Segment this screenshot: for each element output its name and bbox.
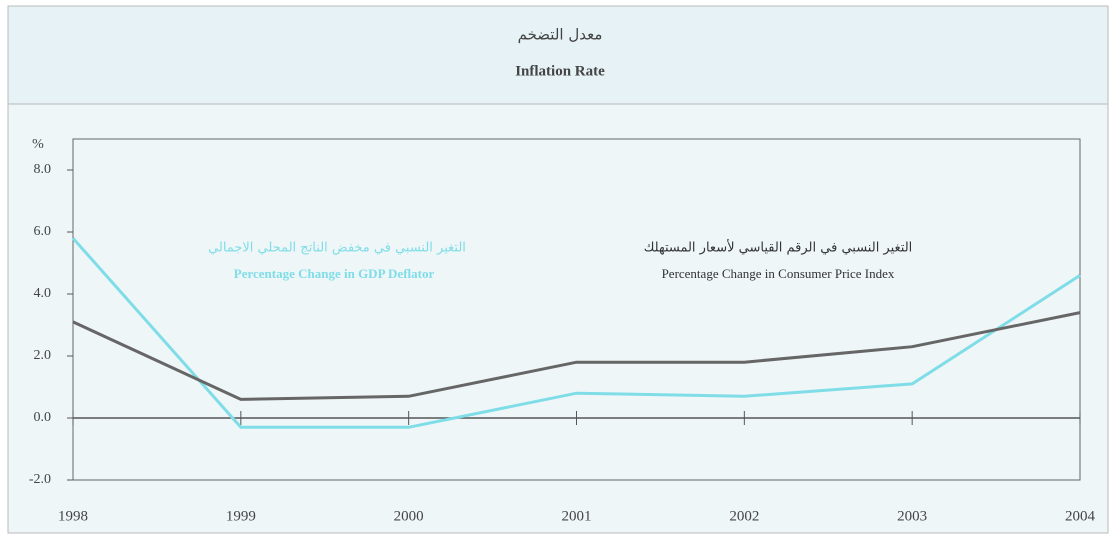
x-tick-label: 2003 [897,508,927,524]
y-tick-label: -2.0 [29,472,51,487]
chart-title-ar: معدل التضخم [518,26,603,44]
series-label: Percentage Change in Consumer Price Inde… [662,266,895,281]
x-tick-label: 1998 [58,508,88,524]
x-tick-label: 2000 [394,508,424,524]
series-label-ar: التغير النسبي في مخفض الناتج المحلي الاج… [208,241,466,256]
x-tick-label: 1999 [226,508,256,524]
series-label-ar: التغير النسبي في الرقم القياسي لأسعار ال… [644,239,913,256]
x-tick-label: 2001 [562,508,592,524]
y-tick-label: 6.0 [34,224,52,239]
series-label: Percentage Change in GDP Deflator [234,266,435,281]
y-tick-label: 8.0 [34,162,52,177]
y-tick-label: 4.0 [34,286,52,301]
y-tick-label: 2.0 [34,348,52,363]
chart-title: Inflation Rate [515,63,605,79]
x-tick-label: 2002 [729,508,759,524]
x-tick-label: 2004 [1065,508,1096,524]
y-axis-label: % [32,137,44,152]
header [7,5,1109,105]
plot-frame [72,138,1081,481]
series-line [71,237,1081,429]
series-line [72,311,1081,401]
y-tick-label: 0.0 [34,410,52,425]
